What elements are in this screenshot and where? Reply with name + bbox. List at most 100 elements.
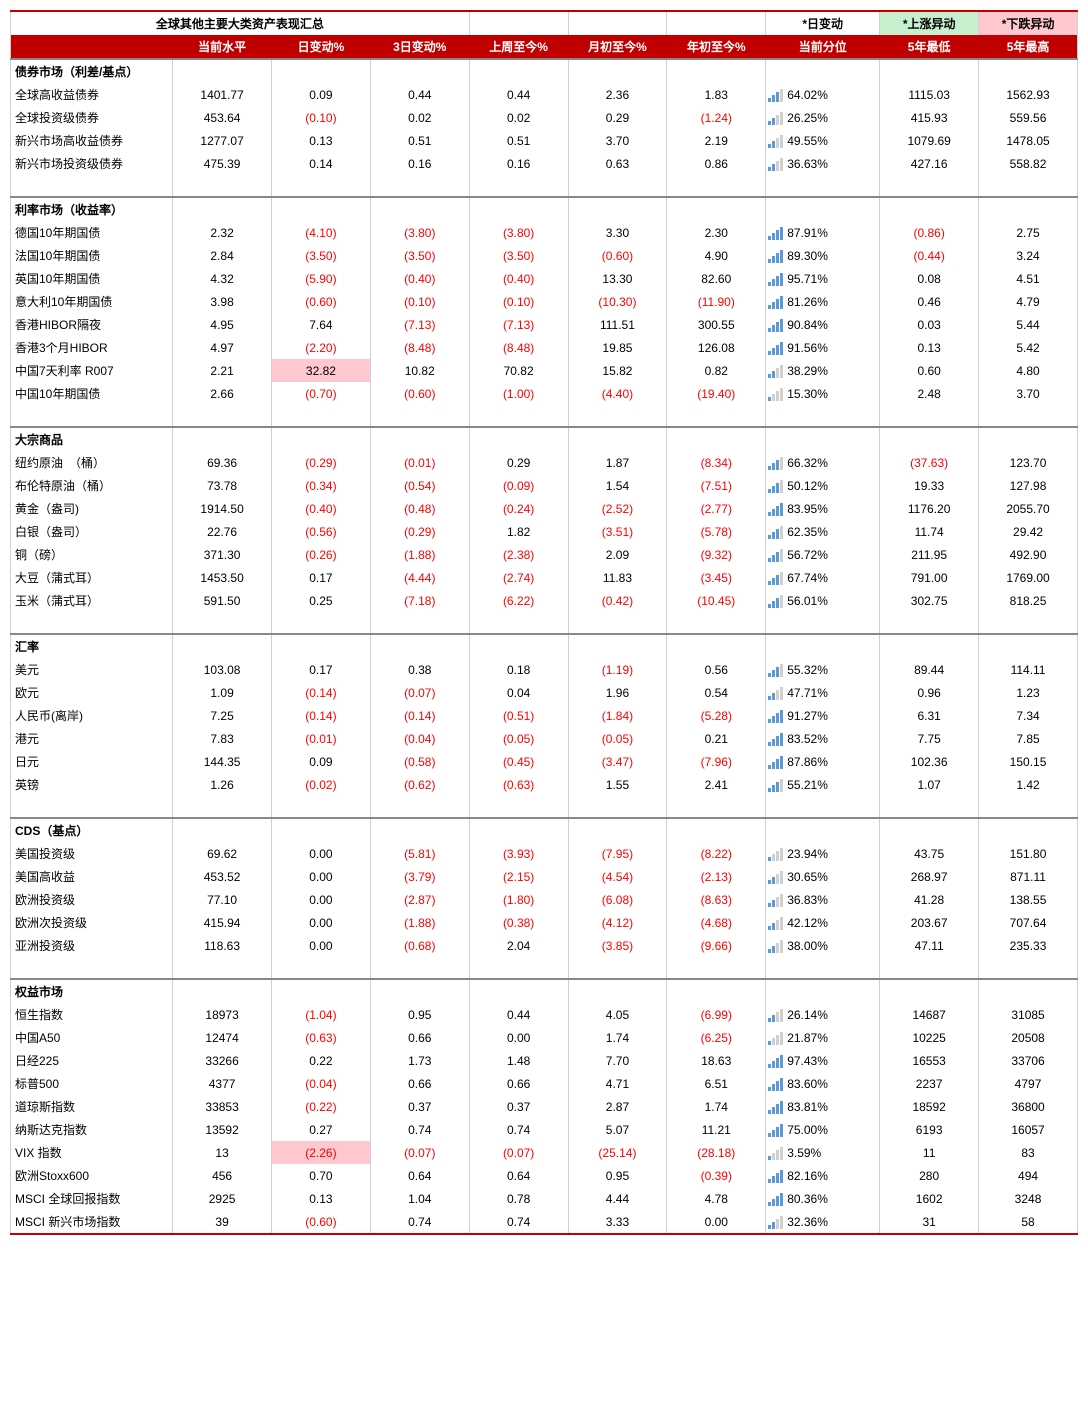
- row-name: 新兴市场投资级债券: [11, 152, 173, 175]
- percentile-cell: 66.32%: [766, 451, 880, 474]
- col-header: 5年最高: [979, 35, 1078, 59]
- section-header: CDS（基点）: [11, 818, 1078, 842]
- percentile-cell: 15.30%: [766, 382, 880, 405]
- percentile-bars-icon: [768, 226, 783, 240]
- section-header: 大宗商品: [11, 427, 1078, 451]
- table-row: 欧洲Stoxx6004560.700.640.640.95(0.39)82.16…: [11, 1164, 1078, 1187]
- table-row: 白银（盎司）22.76(0.56)(0.29)1.82(3.51)(5.78)6…: [11, 520, 1078, 543]
- row-name: 英镑: [11, 773, 173, 796]
- percentile-bars-icon: [768, 870, 783, 884]
- row-name: 纳斯达克指数: [11, 1118, 173, 1141]
- row-name: 大豆（蒲式耳）: [11, 566, 173, 589]
- percentile-bars-icon: [768, 1031, 783, 1045]
- row-name: 中国A50: [11, 1026, 173, 1049]
- table-row: 全球投资级债券453.64(0.10)0.020.020.29(1.24)26.…: [11, 106, 1078, 129]
- percentile-bars-icon: [768, 755, 783, 769]
- table-row: 恒生指数18973(1.04)0.950.444.05(6.99)26.14%1…: [11, 1003, 1078, 1026]
- table-row: 黄金（盎司)1914.50(0.40)(0.48)(0.24)(2.52)(2.…: [11, 497, 1078, 520]
- percentile-cell: 55.21%: [766, 773, 880, 796]
- row-name: 香港HIBOR隔夜: [11, 313, 173, 336]
- percentile-bars-icon: [768, 1008, 783, 1022]
- table-row: 欧元1.09(0.14)(0.07)0.041.960.5447.71%0.96…: [11, 681, 1078, 704]
- table-row: 意大利10年期国债3.98(0.60)(0.10)(0.10)(10.30)(1…: [11, 290, 1078, 313]
- header-row: 当前水平日变动%3日变动%上周至今%月初至今%年初至今%当前分位5年最低5年最高: [11, 35, 1078, 59]
- spacer-row: [11, 612, 1078, 634]
- spacer-row: [11, 957, 1078, 979]
- percentile-bars-icon: [768, 272, 783, 286]
- row-name: 中国7天利率 R007: [11, 359, 173, 382]
- col-header: 月初至今%: [568, 35, 667, 59]
- table-row: 新兴市场高收益债券1277.070.130.510.513.702.1949.5…: [11, 129, 1078, 152]
- table-row: 布伦特原油（桶）73.78(0.34)(0.54)(0.09)1.54(7.51…: [11, 474, 1078, 497]
- percentile-cell: 97.43%: [766, 1049, 880, 1072]
- section-header: 利率市场（收益率）: [11, 197, 1078, 221]
- percentile-bars-icon: [768, 686, 783, 700]
- col-header: 当前水平: [173, 35, 272, 59]
- percentile-cell: 21.87%: [766, 1026, 880, 1049]
- percentile-cell: 89.30%: [766, 244, 880, 267]
- table-row: 亚洲投资级118.630.00(0.68)2.04(3.85)(9.66)38.…: [11, 934, 1078, 957]
- row-name: 纽约原油 （桶）: [11, 451, 173, 474]
- percentile-cell: 56.72%: [766, 543, 880, 566]
- legend-down: *下跌异动: [979, 11, 1078, 35]
- table-row: 日经225332660.221.731.487.7018.6397.43%165…: [11, 1049, 1078, 1072]
- table-row: 人民币(离岸)7.25(0.14)(0.14)(0.51)(1.84)(5.28…: [11, 704, 1078, 727]
- percentile-bars-icon: [768, 663, 783, 677]
- table-row: 香港HIBOR隔夜4.957.64(7.13)(7.13)111.51300.5…: [11, 313, 1078, 336]
- table-row: 英国10年期国债4.32(5.90)(0.40)(0.40)13.3082.60…: [11, 267, 1078, 290]
- percentile-cell: 36.83%: [766, 888, 880, 911]
- col-header: 5年最低: [880, 35, 979, 59]
- percentile-bars-icon: [768, 1100, 783, 1114]
- percentile-bars-icon: [768, 916, 783, 930]
- percentile-cell: 30.65%: [766, 865, 880, 888]
- row-name: VIX 指数: [11, 1141, 173, 1164]
- percentile-bars-icon: [768, 1169, 783, 1183]
- col-header: 当前分位: [766, 35, 880, 59]
- row-name: 全球高收益债券: [11, 83, 173, 106]
- percentile-bars-icon: [768, 778, 783, 792]
- table-row: 标普5004377(0.04)0.660.664.716.5183.60%223…: [11, 1072, 1078, 1095]
- percentile-cell: 36.63%: [766, 152, 880, 175]
- percentile-cell: 81.26%: [766, 290, 880, 313]
- row-name: MSCI 全球回报指数: [11, 1187, 173, 1210]
- table-row: 纽约原油 （桶）69.36(0.29)(0.01)0.291.87(8.34)6…: [11, 451, 1078, 474]
- table-row: 日元144.350.09(0.58)(0.45)(3.47)(7.96)87.8…: [11, 750, 1078, 773]
- row-name: 玉米（蒲式耳）: [11, 589, 173, 612]
- percentile-bars-icon: [768, 1192, 783, 1206]
- percentile-bars-icon: [768, 318, 783, 332]
- row-name: 德国10年期国债: [11, 221, 173, 244]
- table-row: VIX 指数13(2.26)(0.07)(0.07)(25.14)(28.18)…: [11, 1141, 1078, 1164]
- percentile-bars-icon: [768, 709, 783, 723]
- asset-performance-table: 全球其他主要大类资产表现汇总*日变动*上涨异动*下跌异动当前水平日变动%3日变动…: [10, 10, 1078, 1235]
- table-row: 美元103.080.170.380.18(1.19)0.5655.32%89.4…: [11, 658, 1078, 681]
- table-row: 玉米（蒲式耳）591.500.25(7.18)(6.22)(0.42)(10.4…: [11, 589, 1078, 612]
- row-name: 法国10年期国债: [11, 244, 173, 267]
- row-name: 布伦特原油（桶）: [11, 474, 173, 497]
- percentile-cell: 75.00%: [766, 1118, 880, 1141]
- super-header-row: 全球其他主要大类资产表现汇总*日变动*上涨异动*下跌异动: [11, 11, 1078, 35]
- percentile-bars-icon: [768, 295, 783, 309]
- percentile-bars-icon: [768, 502, 783, 516]
- table-row: 法国10年期国债2.84(3.50)(3.50)(3.50)(0.60)4.90…: [11, 244, 1078, 267]
- row-name: 新兴市场高收益债券: [11, 129, 173, 152]
- percentile-cell: 56.01%: [766, 589, 880, 612]
- row-name: 道琼斯指数: [11, 1095, 173, 1118]
- row-name: 日经225: [11, 1049, 173, 1072]
- percentile-bars-icon: [768, 571, 783, 585]
- table-row: 港元7.83(0.01)(0.04)(0.05)(0.05)0.2183.52%…: [11, 727, 1078, 750]
- row-name: 欧洲Stoxx600: [11, 1164, 173, 1187]
- row-name: 标普500: [11, 1072, 173, 1095]
- row-name: 英国10年期国债: [11, 267, 173, 290]
- percentile-cell: 90.84%: [766, 313, 880, 336]
- row-name: MSCI 新兴市场指数: [11, 1210, 173, 1234]
- section-header: 权益市场: [11, 979, 1078, 1003]
- spacer-row: [11, 405, 1078, 427]
- percentile-cell: 95.71%: [766, 267, 880, 290]
- table-row: MSCI 全球回报指数29250.131.040.784.444.7880.36…: [11, 1187, 1078, 1210]
- percentile-cell: 83.60%: [766, 1072, 880, 1095]
- percentile-cell: 26.14%: [766, 1003, 880, 1026]
- percentile-cell: 83.81%: [766, 1095, 880, 1118]
- col-header: 日变动%: [272, 35, 371, 59]
- percentile-cell: 83.95%: [766, 497, 880, 520]
- percentile-cell: 87.91%: [766, 221, 880, 244]
